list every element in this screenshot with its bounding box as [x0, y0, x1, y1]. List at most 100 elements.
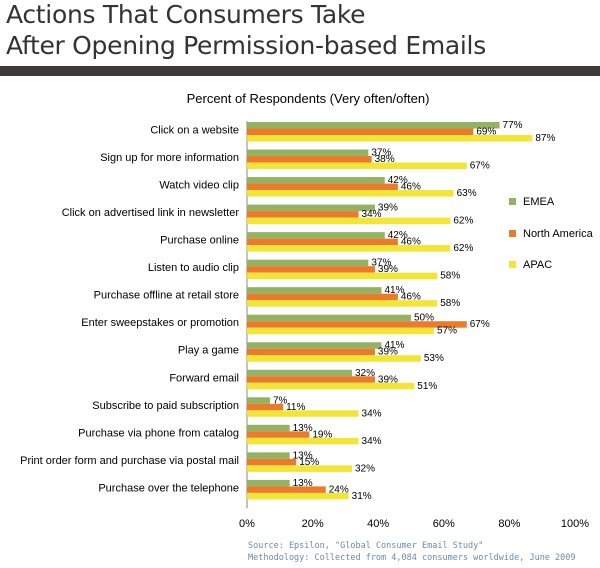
data-label: 7% — [273, 395, 288, 406]
data-label: 46% — [401, 182, 421, 193]
bar-north-america — [247, 431, 310, 438]
bar-apac — [247, 327, 434, 335]
data-label: 34% — [362, 436, 382, 447]
bar-north-america — [247, 266, 375, 273]
source-note: Source: Epsilon, "Global Consumer Email … — [248, 541, 484, 551]
bar-apac — [247, 300, 438, 307]
data-label: 37% — [371, 258, 391, 269]
bar-emea — [247, 149, 369, 157]
legend-swatch-north-america — [509, 230, 516, 237]
bar-north-america — [247, 348, 375, 356]
bar-emea — [247, 342, 382, 349]
data-label: 57% — [437, 326, 457, 337]
bar-north-america — [247, 321, 467, 328]
category-label: Click on advertised link in newsletter — [62, 207, 240, 219]
category-label: Purchase via phone from catalog — [78, 427, 239, 439]
bar-apac — [247, 492, 349, 500]
page-title-line-2: After Opening Permission-based Emails — [6, 31, 486, 60]
data-label: 51% — [417, 381, 437, 392]
data-label: 63% — [457, 188, 477, 199]
bar-apac — [247, 465, 352, 472]
data-label: 62% — [453, 243, 473, 254]
data-label: 32% — [355, 368, 375, 379]
legend-label: EMEA — [523, 196, 555, 208]
bar-emea — [247, 397, 270, 404]
bar-apac — [247, 245, 451, 252]
data-label: 46% — [401, 237, 421, 248]
bar-apac — [247, 410, 359, 417]
page-title-line-1: Actions That Consumers Take — [6, 0, 366, 29]
data-label: 39% — [378, 347, 398, 358]
bar-north-america — [247, 486, 326, 493]
category-label: Purchase online — [160, 235, 239, 247]
data-label: 19% — [312, 429, 332, 440]
data-label: 50% — [414, 313, 434, 324]
data-label: 39% — [378, 264, 398, 275]
bar-emea — [247, 122, 500, 129]
data-label: 58% — [440, 271, 460, 282]
bar-emea — [247, 204, 375, 212]
data-label: 67% — [470, 319, 490, 330]
bar-emea — [247, 314, 411, 322]
bar-apac — [247, 382, 415, 390]
data-label: 11% — [286, 402, 305, 413]
legend-swatch-emea — [509, 198, 516, 205]
data-label: 13% — [293, 423, 313, 434]
category-label: Listen to audio clip — [148, 262, 239, 274]
data-label: 13% — [293, 450, 313, 461]
bar-north-america — [247, 128, 474, 135]
data-label: 31% — [352, 491, 372, 502]
bar-emea — [247, 369, 352, 377]
bar-north-america — [247, 458, 297, 466]
category-label: Play a game — [178, 345, 239, 357]
legend-swatch-apac — [509, 261, 516, 268]
legend-label: APAC — [523, 259, 552, 271]
data-label: 39% — [378, 374, 398, 385]
data-label: 42% — [388, 230, 408, 241]
category-label: Sign up for more information — [100, 152, 239, 164]
bar-apac — [247, 217, 451, 225]
x-tick-label: 80% — [498, 518, 520, 530]
data-label: 53% — [424, 353, 444, 364]
category-label: Purchase over the telephone — [98, 482, 239, 494]
bar-apac — [247, 437, 359, 445]
bar-apac — [247, 355, 421, 362]
category-label: Enter sweepstakes or promotion — [81, 317, 239, 329]
data-label: 46% — [401, 292, 421, 303]
header-divider-bar — [0, 66, 600, 76]
data-label: 15% — [299, 457, 319, 468]
data-label: 42% — [388, 175, 408, 186]
data-label: 32% — [355, 463, 375, 474]
data-label: 67% — [470, 161, 490, 172]
bar-north-america — [247, 293, 398, 301]
x-tick-label: 20% — [302, 518, 324, 530]
bar-emea — [247, 424, 290, 432]
bar-north-america — [247, 238, 398, 246]
data-label: 41% — [384, 285, 404, 296]
data-label: 87% — [535, 133, 555, 144]
x-tick-label: 0% — [239, 518, 255, 530]
x-tick-label: 40% — [367, 518, 389, 530]
bar-apac — [247, 162, 467, 170]
category-label: Forward email — [169, 372, 239, 384]
x-tick-label: 100% — [561, 518, 589, 530]
chart-title: Percent of Respondents (Very often/often… — [187, 91, 430, 106]
data-label: 62% — [453, 216, 473, 227]
category-label: Click on a website — [150, 125, 239, 137]
data-label: 34% — [362, 408, 382, 419]
data-label: 34% — [362, 209, 382, 220]
bar-emea — [247, 177, 385, 184]
data-label: 24% — [329, 484, 349, 495]
data-label: 41% — [384, 340, 404, 351]
bar-apac — [247, 272, 438, 280]
bar-emea — [247, 232, 385, 239]
category-label: Purchase offline at retail store — [94, 290, 239, 302]
data-label: 77% — [503, 120, 523, 131]
data-label: 58% — [440, 298, 460, 309]
data-label: 37% — [371, 148, 391, 159]
bar-emea — [247, 452, 290, 459]
bar-apac — [247, 135, 533, 142]
legend-label: North America — [523, 228, 594, 240]
data-label: 38% — [375, 154, 395, 165]
